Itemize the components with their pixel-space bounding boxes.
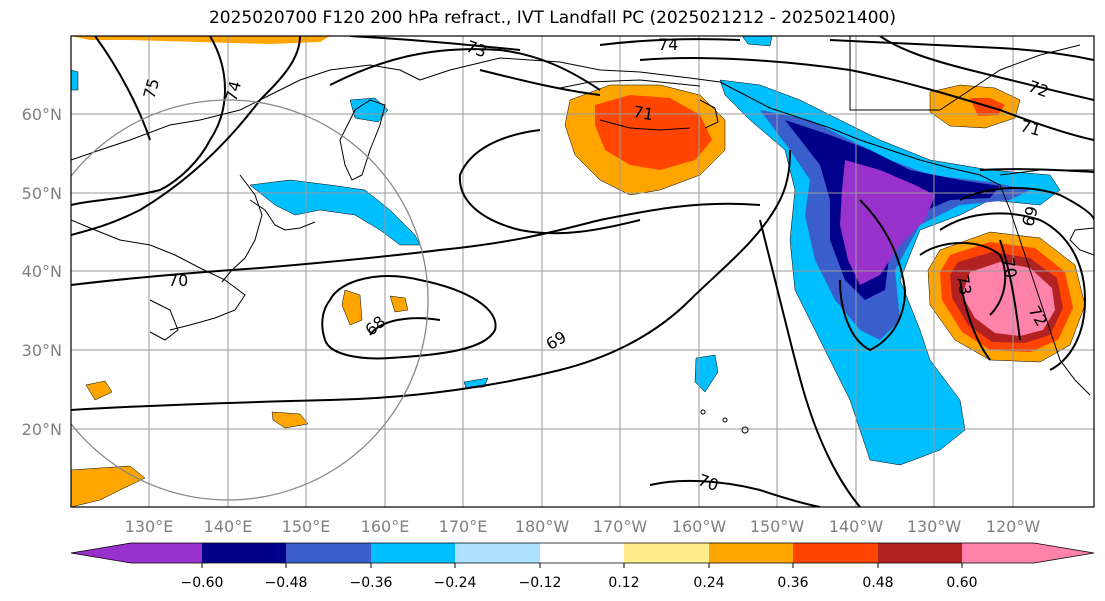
lon-label: 140°W	[829, 517, 884, 536]
lon-label: 180°W	[515, 517, 570, 536]
colorbar-segment	[286, 543, 371, 563]
lat-label: 30°N	[22, 341, 62, 360]
lat-label: 40°N	[22, 262, 62, 281]
positive-blob-3	[271, 411, 309, 429]
colorbar-tick-label: 0.48	[862, 575, 893, 591]
negative-region-kamchatka	[349, 97, 389, 123]
colorbar-segment	[71, 543, 202, 563]
refractivity-contours	[71, 36, 1094, 507]
lon-label: 130°E	[125, 517, 174, 536]
contour-label: 75	[140, 76, 164, 101]
lon-label: 160°E	[361, 517, 410, 536]
graticule	[71, 36, 1094, 507]
colorbar-segment	[202, 543, 286, 563]
negative-region-purple	[840, 160, 935, 285]
contour-label: 70	[998, 256, 1020, 279]
colorbar-segment	[962, 543, 1094, 563]
negative-blob-3	[71, 69, 79, 91]
colorbar-tick-label: 0.36	[777, 575, 808, 591]
negative-blob-4	[741, 36, 773, 47]
contour-label: 74	[221, 79, 245, 104]
colorbar-tick-label: 0.12	[608, 575, 639, 591]
contour-label: 70	[168, 271, 188, 290]
colorbar-tick-label: −0.48	[265, 575, 308, 591]
negative-region-japan	[249, 179, 421, 246]
longitude-labels: 130°E 140°E 150°E 160°E 170°E 180°W 170°…	[125, 517, 1041, 536]
plot-title: 2025020700 F120 200 hPa refract., IVT La…	[208, 8, 896, 28]
lon-label: 170°E	[439, 517, 488, 536]
contour-label-group: 75 74 73 74 71 72 71 70 68 69 69 70 70 7…	[140, 35, 1052, 495]
colorbar-segment	[793, 543, 878, 563]
colorbar-segment	[624, 543, 709, 563]
colorbar-tick-label: −0.12	[519, 575, 562, 591]
map-frame	[70, 35, 1095, 508]
colorbar-tick-label: −0.60	[181, 575, 224, 591]
colorbar	[70, 542, 1095, 568]
positive-blob-6	[71, 36, 330, 44]
lon-label: 150°W	[750, 517, 805, 536]
contour-label: 71	[632, 102, 655, 124]
colorbar-segment	[709, 543, 793, 563]
lon-label: 170°W	[593, 517, 648, 536]
colorbar-tick-label: −0.24	[434, 575, 477, 591]
colorbar-segment	[540, 543, 624, 563]
colorbar-segment	[878, 543, 962, 563]
positive-blob-2	[389, 295, 409, 313]
colorbar-tick-label: −0.36	[350, 575, 393, 591]
colorbar-outline	[70, 542, 1095, 564]
contour-label: 71	[1018, 116, 1043, 140]
lat-label: 20°N	[22, 420, 62, 439]
negative-blob-1	[694, 354, 719, 393]
colorbar-segment	[371, 543, 455, 563]
lon-label: 140°E	[204, 517, 253, 536]
colorbar-tick-label: 0.24	[693, 575, 724, 591]
positive-blob-5	[71, 465, 146, 507]
positive-region-ca-pink	[962, 262, 1055, 336]
contour-label: 69	[1018, 204, 1042, 229]
lon-label: 160°W	[672, 517, 727, 536]
positive-blob-1	[341, 289, 363, 326]
lon-label: 150°E	[282, 517, 331, 536]
positive-blob-4	[85, 380, 113, 401]
lon-label: 130°W	[907, 517, 962, 536]
lon-label: 120°W	[986, 517, 1041, 536]
contour-label: 74	[658, 35, 678, 54]
contour-label: 73	[953, 273, 975, 296]
lat-label: 50°N	[22, 184, 62, 203]
colorbar-tick-label: 0.60	[946, 575, 977, 591]
colorbar-segment	[455, 543, 540, 563]
lat-label: 60°N	[22, 105, 62, 124]
latitude-labels: 60°N 50°N 40°N 30°N 20°N	[22, 105, 62, 439]
colorbar-tick-labels: −0.60 −0.48 −0.36 −0.24 −0.12 0.12 0.24 …	[181, 575, 978, 591]
range-circle	[71, 99, 429, 501]
